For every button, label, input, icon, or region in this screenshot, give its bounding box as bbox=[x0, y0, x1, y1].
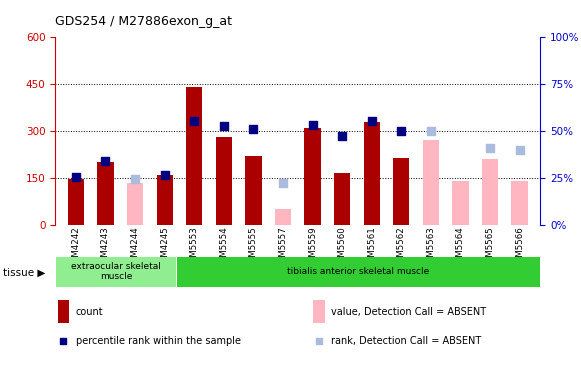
Text: extraocular skeletal
muscle: extraocular skeletal muscle bbox=[71, 262, 161, 281]
Point bbox=[249, 126, 258, 132]
Bar bbox=[216, 137, 232, 225]
Point bbox=[485, 145, 494, 151]
Bar bbox=[423, 140, 439, 225]
Point bbox=[278, 180, 288, 186]
Text: tibialis anterior skeletal muscle: tibialis anterior skeletal muscle bbox=[287, 267, 429, 276]
Text: value, Detection Call = ABSENT: value, Detection Call = ABSENT bbox=[331, 307, 486, 317]
Point bbox=[130, 176, 139, 182]
FancyBboxPatch shape bbox=[56, 257, 176, 287]
Bar bbox=[304, 128, 321, 225]
Bar bbox=[313, 300, 325, 323]
Bar bbox=[68, 179, 84, 225]
Text: count: count bbox=[76, 307, 103, 317]
Bar bbox=[511, 181, 528, 225]
Point bbox=[381, 135, 390, 141]
Bar bbox=[334, 173, 350, 225]
Point bbox=[219, 123, 228, 129]
Bar bbox=[482, 159, 498, 225]
Bar bbox=[364, 122, 380, 225]
FancyBboxPatch shape bbox=[177, 257, 540, 287]
Point bbox=[308, 122, 317, 127]
Bar bbox=[393, 157, 410, 225]
Bar bbox=[156, 175, 173, 225]
Point bbox=[189, 119, 199, 124]
Bar bbox=[453, 181, 469, 225]
Point bbox=[367, 119, 376, 124]
Point bbox=[515, 147, 524, 153]
Text: tissue ▶: tissue ▶ bbox=[3, 268, 45, 278]
Text: percentile rank within the sample: percentile rank within the sample bbox=[76, 336, 241, 347]
Point bbox=[160, 172, 169, 178]
Point bbox=[426, 128, 436, 134]
Point bbox=[71, 175, 81, 180]
Bar bbox=[58, 300, 69, 323]
Point bbox=[338, 132, 347, 138]
Bar bbox=[275, 209, 291, 225]
Text: GDS254 / M27886exon_g_at: GDS254 / M27886exon_g_at bbox=[55, 15, 232, 28]
Point bbox=[397, 128, 406, 134]
Bar bbox=[186, 87, 202, 225]
Bar bbox=[98, 162, 114, 225]
Bar bbox=[245, 156, 261, 225]
Text: rank, Detection Call = ABSENT: rank, Detection Call = ABSENT bbox=[331, 336, 482, 347]
Point bbox=[101, 158, 110, 164]
Bar bbox=[127, 183, 143, 225]
